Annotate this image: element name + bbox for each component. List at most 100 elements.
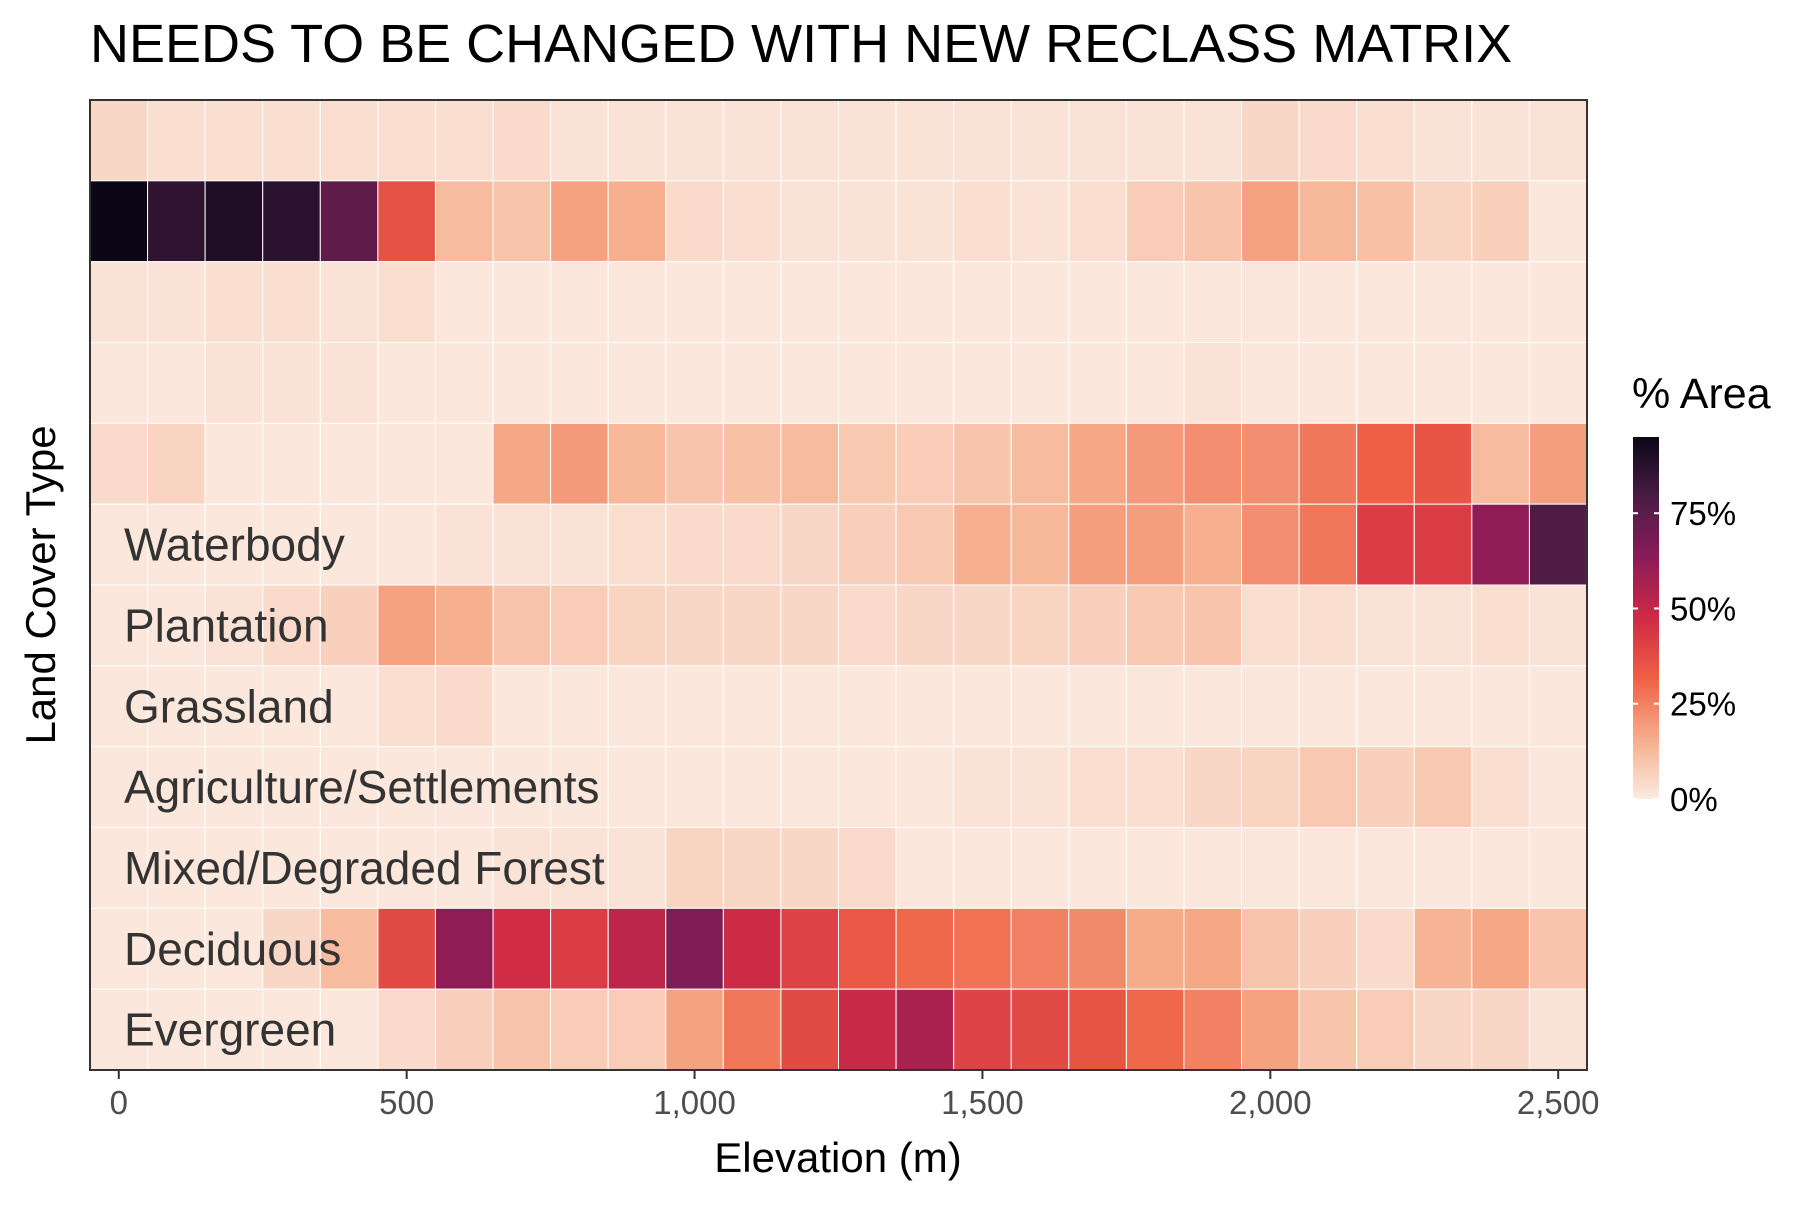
heatmap-tile xyxy=(895,907,955,990)
heatmap-tile xyxy=(780,342,839,424)
heatmap-tile xyxy=(550,99,609,182)
heatmap-tile xyxy=(1010,180,1070,263)
heatmap-tile xyxy=(204,342,264,424)
heatmap-tile xyxy=(1241,503,1300,586)
heatmap-tile xyxy=(89,180,149,263)
row-label: Waterbody xyxy=(124,519,345,571)
heatmap-tile xyxy=(780,422,839,505)
heatmap-tile xyxy=(434,180,494,263)
heatmap-tile xyxy=(1183,180,1243,263)
row-label: Mixed/Degraded Forest xyxy=(124,842,605,894)
heatmap-tile xyxy=(780,584,839,667)
heatmap-tile xyxy=(492,584,552,667)
heatmap-tile xyxy=(665,827,724,909)
heatmap-tile xyxy=(607,99,667,182)
heatmap-tile xyxy=(953,503,1012,586)
heatmap-tile xyxy=(722,342,782,424)
heatmap-tile xyxy=(1183,665,1243,748)
heatmap-tile xyxy=(1528,422,1588,505)
plot-frame xyxy=(89,99,1588,1071)
heatmap-tile xyxy=(204,988,264,1071)
heatmap-tile xyxy=(722,988,782,1071)
heatmap-tile xyxy=(147,988,206,1071)
heatmap-tile xyxy=(550,988,609,1071)
heatmap-tile xyxy=(1241,422,1300,505)
heatmap-tile xyxy=(895,180,955,263)
heatmap-tile xyxy=(665,99,724,182)
heatmap-tile xyxy=(1471,827,1530,909)
heatmap-tile xyxy=(1068,988,1127,1071)
row-labels: Waterbody Plantation Grassland Agriculture/… xyxy=(124,519,605,1056)
heatmap-tile xyxy=(492,261,552,344)
heatmap-tile xyxy=(1241,261,1300,344)
heatmap-tile xyxy=(1183,746,1243,828)
heatmap-tile xyxy=(1125,261,1185,344)
heatmap-tile xyxy=(1241,907,1300,990)
heatmap-tile xyxy=(1298,422,1358,505)
heatmap-tile xyxy=(722,584,782,667)
heatmap-tile xyxy=(1068,180,1127,263)
heatmap-tile xyxy=(1010,503,1070,586)
heatmap-tile xyxy=(319,827,379,909)
heatmap-tile xyxy=(607,503,667,586)
heatmap-tile xyxy=(377,907,436,990)
heatmap-tile xyxy=(550,342,609,424)
chart-title: NEEDS TO BE CHANGED WITH NEW RECLASS MAT… xyxy=(90,14,1512,74)
heatmap-tile xyxy=(722,827,782,909)
heatmap-tile xyxy=(319,180,379,263)
legend-title: % Area xyxy=(1632,370,1771,418)
heatmap-tile xyxy=(1528,907,1588,990)
heatmap-tile xyxy=(1068,342,1127,424)
heatmap-tile xyxy=(895,827,955,909)
heatmap-tile xyxy=(319,988,379,1071)
heatmap-tile xyxy=(1356,261,1415,344)
heatmap-tile xyxy=(1068,907,1127,990)
heatmap-tile xyxy=(492,99,552,182)
heatmap-tile xyxy=(1125,422,1185,505)
heatmap-tile xyxy=(550,180,609,263)
heatmap-tile xyxy=(1298,584,1358,667)
heatmap-tile xyxy=(1183,422,1243,505)
heatmap-tile xyxy=(1298,99,1358,182)
heatmap-tile xyxy=(953,584,1012,667)
heatmap-tile xyxy=(1471,665,1530,748)
heatmap-tile xyxy=(262,503,321,586)
legend-tick-label: 75% xyxy=(1670,495,1736,532)
heatmap-tile xyxy=(1241,988,1300,1071)
heatmap-tile xyxy=(1298,988,1358,1071)
heatmap-tile xyxy=(1125,907,1185,990)
heatmap-tile xyxy=(1241,746,1300,828)
heatmap-tile xyxy=(434,99,494,182)
heatmap-tile xyxy=(89,827,149,909)
heatmap-tile xyxy=(1298,827,1358,909)
heatmap-tile xyxy=(550,665,609,748)
heatmap-tile xyxy=(492,503,552,586)
heatmap-tile xyxy=(895,584,955,667)
heatmap-tile xyxy=(953,261,1012,344)
heatmap-tile xyxy=(550,422,609,505)
heatmap-tile xyxy=(665,422,724,505)
heatmap-tile xyxy=(492,422,552,505)
heatmap-tile xyxy=(1413,665,1473,748)
heatmap-tile xyxy=(1241,342,1300,424)
heatmap-tile xyxy=(1528,746,1588,828)
heatmap-tile xyxy=(434,665,494,748)
heatmap-tile xyxy=(550,584,609,667)
heatmap-tile xyxy=(550,503,609,586)
heatmap-tile xyxy=(780,907,839,990)
heatmap-tile xyxy=(722,665,782,748)
x-axis: 0 500 1,000 1,500 2,000 2,500 xyxy=(110,1070,1600,1121)
heatmap-tile xyxy=(1471,180,1530,263)
heatmap-tile xyxy=(1125,827,1185,909)
heatmap-tile xyxy=(1298,503,1358,586)
heatmap-tile xyxy=(895,422,955,505)
legend-tick-label: 0% xyxy=(1670,781,1718,818)
heatmap-tile xyxy=(262,261,321,344)
heatmap-tile xyxy=(1068,746,1127,828)
heatmap-tile xyxy=(1356,988,1415,1071)
heatmap-tile xyxy=(1068,99,1127,182)
heatmap-tile xyxy=(1010,827,1070,909)
row-label: Agriculture/Settlements xyxy=(124,761,600,813)
heatmap-tile xyxy=(780,180,839,263)
heatmap-tile xyxy=(1183,261,1243,344)
